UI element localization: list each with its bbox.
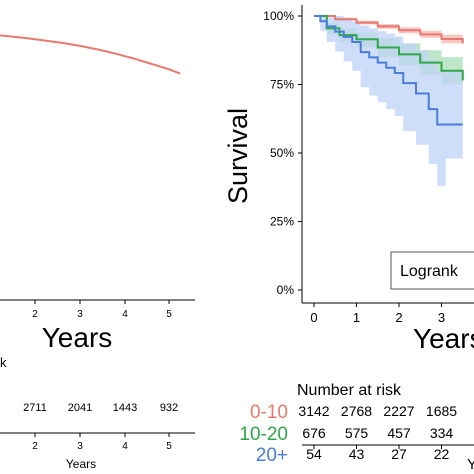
left-risk-tick-label: 2 [32,441,38,452]
risk-row-value: 457 [387,425,411,441]
right-panel: 0% 25% 50% 75% 100% 0 1 2 3 Survival Years Logr… [223,5,474,473]
risk-table-xlabel-fragment: Y [467,456,474,473]
risk-row-value: 54 [306,446,322,462]
confidence-band-0-10 [314,16,463,49]
risk-row-value: 334 [430,425,454,441]
risk-row-value: 43 [349,446,365,462]
risk-row-label: 20+ [256,445,288,466]
risk-row-label: 10-20 [239,424,288,445]
survival-curve-0-10 [314,15,464,44]
right-y-ticks: 0% 25% 50% 75% 100% [263,9,302,297]
logrank-annotation: Logrank [400,263,459,280]
logrank-box [390,251,474,290]
right-x-ticks: 0 1 2 3 [310,303,445,325]
left-risk-tick-label: 5 [166,441,172,452]
risk-row-value: 2768 [341,403,372,419]
risk-row-value: 2227 [383,403,414,419]
left-x-axis-label: Years [42,322,113,353]
confidence-bands [314,16,463,186]
right-x-tick-label: 3 [438,310,445,325]
survival-curves [314,15,464,126]
left-x-tick-label: 2 [32,309,38,320]
left-risk-heading-fragment: k [0,355,7,370]
left-risk-xlabel: Years [66,457,96,471]
right-y-tick-label: 100% [263,9,294,23]
right-y-tick-label: 0% [277,283,295,297]
left-risk-value: 1443 [113,402,137,414]
confidence-band-20+ [314,16,463,186]
right-x-axis-label: Years [413,323,474,354]
left-survival-curve [0,34,181,75]
risk-table-title: Number at risk [297,382,402,399]
risk-row-value: 22 [434,446,450,462]
left-risk-value: 2711 [23,402,47,414]
right-y-axis-label: Survival [223,108,253,204]
right-x-tick-label: 1 [353,310,360,325]
right-y-tick-label: 75% [270,78,294,92]
left-risk-value: 932 [160,402,178,414]
risk-table-ticks [313,445,442,449]
left-x-tick-label: 5 [166,309,172,320]
left-x-tick-label: 3 [77,309,83,320]
risk-row-label: 0-10 [250,402,288,423]
right-y-tick-label: 25% [270,215,294,229]
risk-row-value: 1685 [426,403,457,419]
right-x-tick-label: 2 [395,310,402,325]
left-x-ticks: 2 3 4 5 [32,300,172,320]
left-panel: 2 3 4 5 Years k 2711 2041 1443 932 2 3 4 5 Years [0,34,195,471]
left-risk-ticks: 2 3 4 5 [32,433,172,452]
right-y-tick-label: 50% [270,146,294,160]
right-x-tick-label: 0 [310,310,317,325]
survival-curve-20+ [314,15,463,126]
left-risk-values: 2711 2041 1443 932 [23,402,178,414]
left-risk-tick-label: 4 [122,441,128,452]
risk-row-value: 575 [345,425,369,441]
risk-row-value: 27 [391,446,407,462]
left-x-tick-label: 4 [122,309,128,320]
left-risk-tick-label: 3 [77,441,83,452]
risk-row-value: 676 [302,425,326,441]
left-risk-value: 2041 [68,402,92,414]
risk-row-value: 3142 [298,403,329,419]
